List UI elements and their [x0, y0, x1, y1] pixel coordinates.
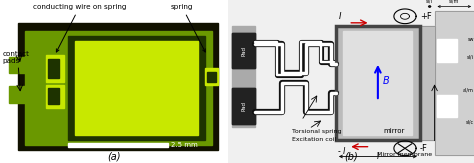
Bar [25, 31, 211, 145]
Text: sl/i: sl/i [467, 55, 474, 59]
Bar [9, 86, 29, 103]
Bar [75, 41, 198, 135]
Text: +F: +F [420, 12, 431, 21]
Text: contact
pads: contact pads [2, 51, 29, 64]
Bar [46, 55, 64, 82]
Bar [343, 31, 412, 135]
Bar [232, 33, 255, 68]
Text: -F: -F [420, 144, 428, 153]
Bar [232, 33, 255, 68]
Text: Pad: Pad [241, 101, 246, 111]
Bar [232, 88, 255, 124]
Text: Mirror membrane: Mirror membrane [377, 152, 432, 157]
Text: Torsional spring: Torsional spring [292, 129, 341, 134]
Bar [205, 68, 219, 85]
Bar [420, 26, 435, 140]
Bar [336, 26, 420, 140]
Bar [435, 11, 474, 155]
Bar [437, 39, 457, 62]
Text: spring: spring [171, 4, 205, 52]
Bar [68, 143, 168, 147]
Bar [420, 26, 435, 140]
Bar [336, 26, 420, 140]
Bar [9, 57, 29, 73]
Bar [18, 23, 219, 150]
Bar [68, 36, 205, 140]
Text: al/m: al/m [463, 87, 474, 92]
Bar [437, 95, 457, 117]
Text: mirror: mirror [383, 128, 405, 134]
Text: sl/i: sl/i [426, 0, 433, 3]
Text: (a): (a) [107, 151, 120, 161]
Bar [48, 59, 59, 78]
Text: 2.5 mm: 2.5 mm [171, 142, 197, 148]
Text: l: l [377, 152, 379, 161]
Bar [207, 72, 216, 82]
Text: conducting wire on spring: conducting wire on spring [33, 4, 127, 52]
Bar [435, 11, 474, 155]
Bar [46, 85, 64, 108]
Text: (b): (b) [344, 151, 358, 161]
Text: sl/c: sl/c [466, 120, 474, 125]
Bar [48, 88, 59, 104]
Bar [232, 88, 255, 124]
Text: I: I [338, 12, 341, 21]
Text: Pad: Pad [241, 45, 246, 56]
Text: Excitation coil: Excitation coil [292, 137, 336, 142]
Text: - I: - I [338, 147, 346, 156]
Text: B: B [383, 76, 390, 87]
Bar [232, 26, 255, 127]
Text: sl/m: sl/m [449, 0, 459, 3]
Text: sw: sw [467, 37, 474, 42]
